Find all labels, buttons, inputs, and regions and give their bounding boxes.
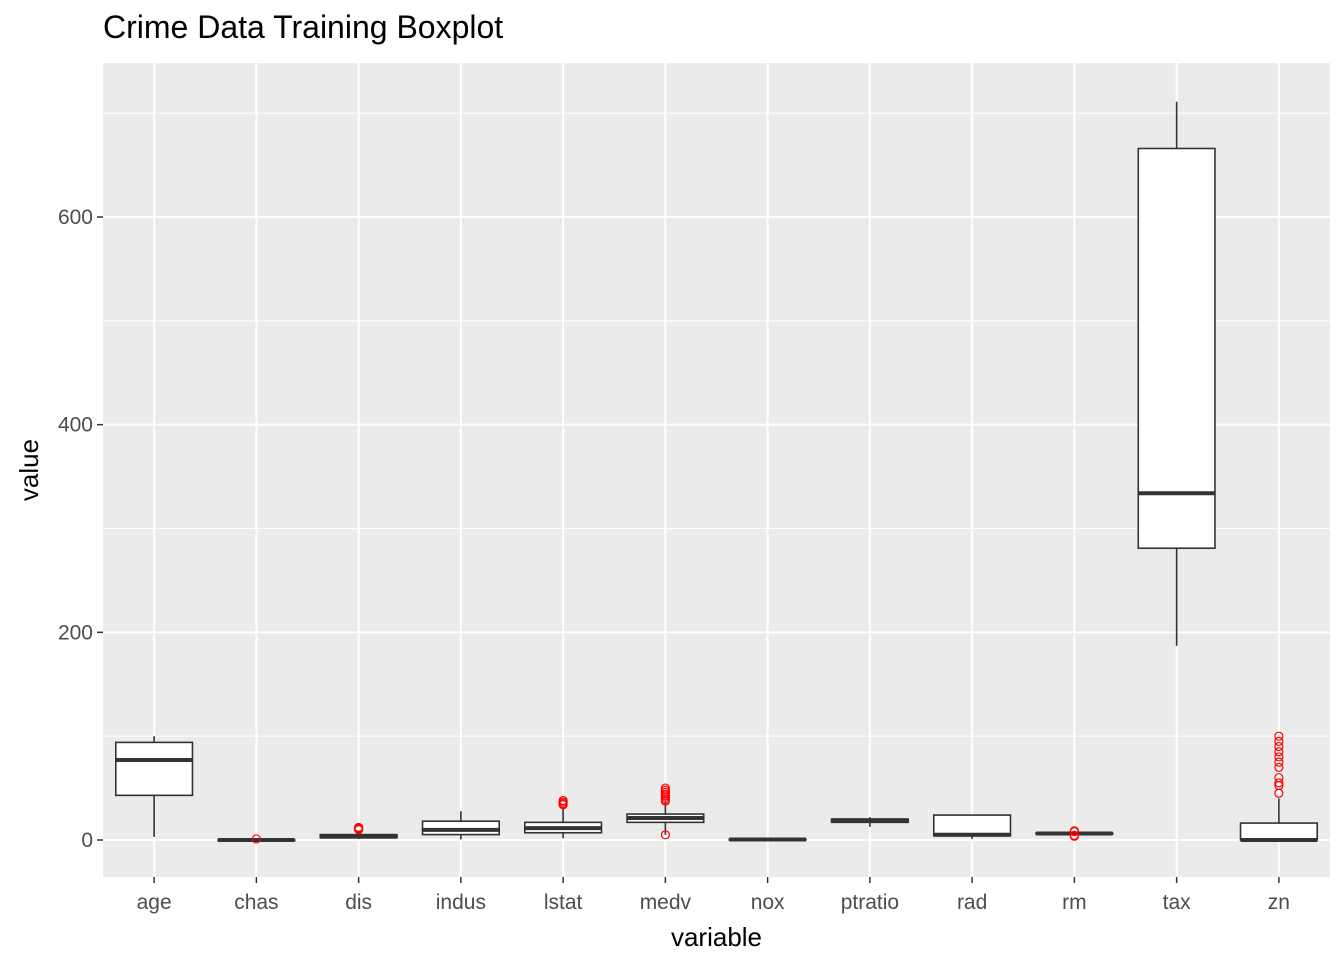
outlier-point bbox=[1274, 778, 1284, 788]
box-age bbox=[114, 736, 194, 837]
y-axis-title: value bbox=[14, 439, 44, 501]
box-nox bbox=[728, 837, 807, 842]
y-tick-label: 600 bbox=[58, 206, 93, 229]
box-iqr bbox=[421, 820, 501, 836]
outlier-point bbox=[660, 830, 670, 840]
box-iqr bbox=[1239, 822, 1319, 841]
y-tick-label: 0 bbox=[81, 829, 93, 852]
outlier-point bbox=[354, 822, 364, 833]
outlier-point bbox=[1274, 762, 1284, 772]
x-tick-label: zn bbox=[1268, 891, 1290, 914]
x-tick-label: age bbox=[137, 891, 172, 914]
boxes-layer bbox=[114, 101, 1319, 844]
outlier-point bbox=[1274, 741, 1284, 752]
outlier-point bbox=[1274, 773, 1284, 783]
outlier-point bbox=[660, 783, 670, 793]
y-axis: 0 200 400 600 bbox=[58, 206, 103, 852]
box-zn bbox=[1239, 731, 1319, 842]
box-iqr bbox=[1137, 147, 1216, 550]
box-iqr bbox=[114, 741, 194, 797]
x-tick-label: ptratio bbox=[841, 891, 899, 914]
plot-panel bbox=[103, 63, 1330, 877]
box-rad bbox=[932, 814, 1012, 839]
outlier-point bbox=[1274, 736, 1284, 746]
outlier-point bbox=[1069, 826, 1079, 836]
outlier-point bbox=[1274, 747, 1284, 757]
x-axis: age chas dis indus lstat medv nox ptratio rad rm t… bbox=[137, 877, 1290, 914]
outlier-point bbox=[1274, 731, 1284, 741]
x-tick-label: rm bbox=[1062, 891, 1087, 914]
minor-gridlines bbox=[103, 112, 1330, 737]
box-tax bbox=[1137, 101, 1216, 646]
y-tick-label: 400 bbox=[58, 414, 93, 437]
box-lstat bbox=[523, 795, 603, 839]
x-tick-label: chas bbox=[234, 891, 278, 914]
x-tick-label: indus bbox=[436, 891, 486, 914]
y-tick-label: 200 bbox=[58, 621, 93, 644]
box-iqr bbox=[932, 814, 1012, 837]
box-medv bbox=[626, 783, 705, 840]
outlier-point bbox=[558, 795, 568, 806]
chart-title: Crime Data Training Boxplot bbox=[103, 9, 504, 45]
box-ptratio bbox=[830, 817, 910, 827]
x-tick-label: medv bbox=[640, 891, 692, 914]
x-tick-label: lstat bbox=[544, 891, 583, 914]
x-tick-label: tax bbox=[1163, 891, 1192, 914]
outlier-point bbox=[1274, 752, 1284, 762]
x-axis-title: variable bbox=[671, 922, 762, 952]
box-chas bbox=[217, 834, 296, 844]
x-tick-label: nox bbox=[751, 891, 785, 914]
box-dis bbox=[319, 822, 398, 839]
outlier-point bbox=[1069, 830, 1079, 840]
box-indus bbox=[421, 811, 501, 840]
outlier-point bbox=[1274, 757, 1284, 767]
box-rm bbox=[1035, 826, 1114, 841]
x-tick-label: rad bbox=[957, 891, 987, 914]
x-tick-label: dis bbox=[345, 891, 372, 914]
outlier-point bbox=[251, 834, 261, 844]
